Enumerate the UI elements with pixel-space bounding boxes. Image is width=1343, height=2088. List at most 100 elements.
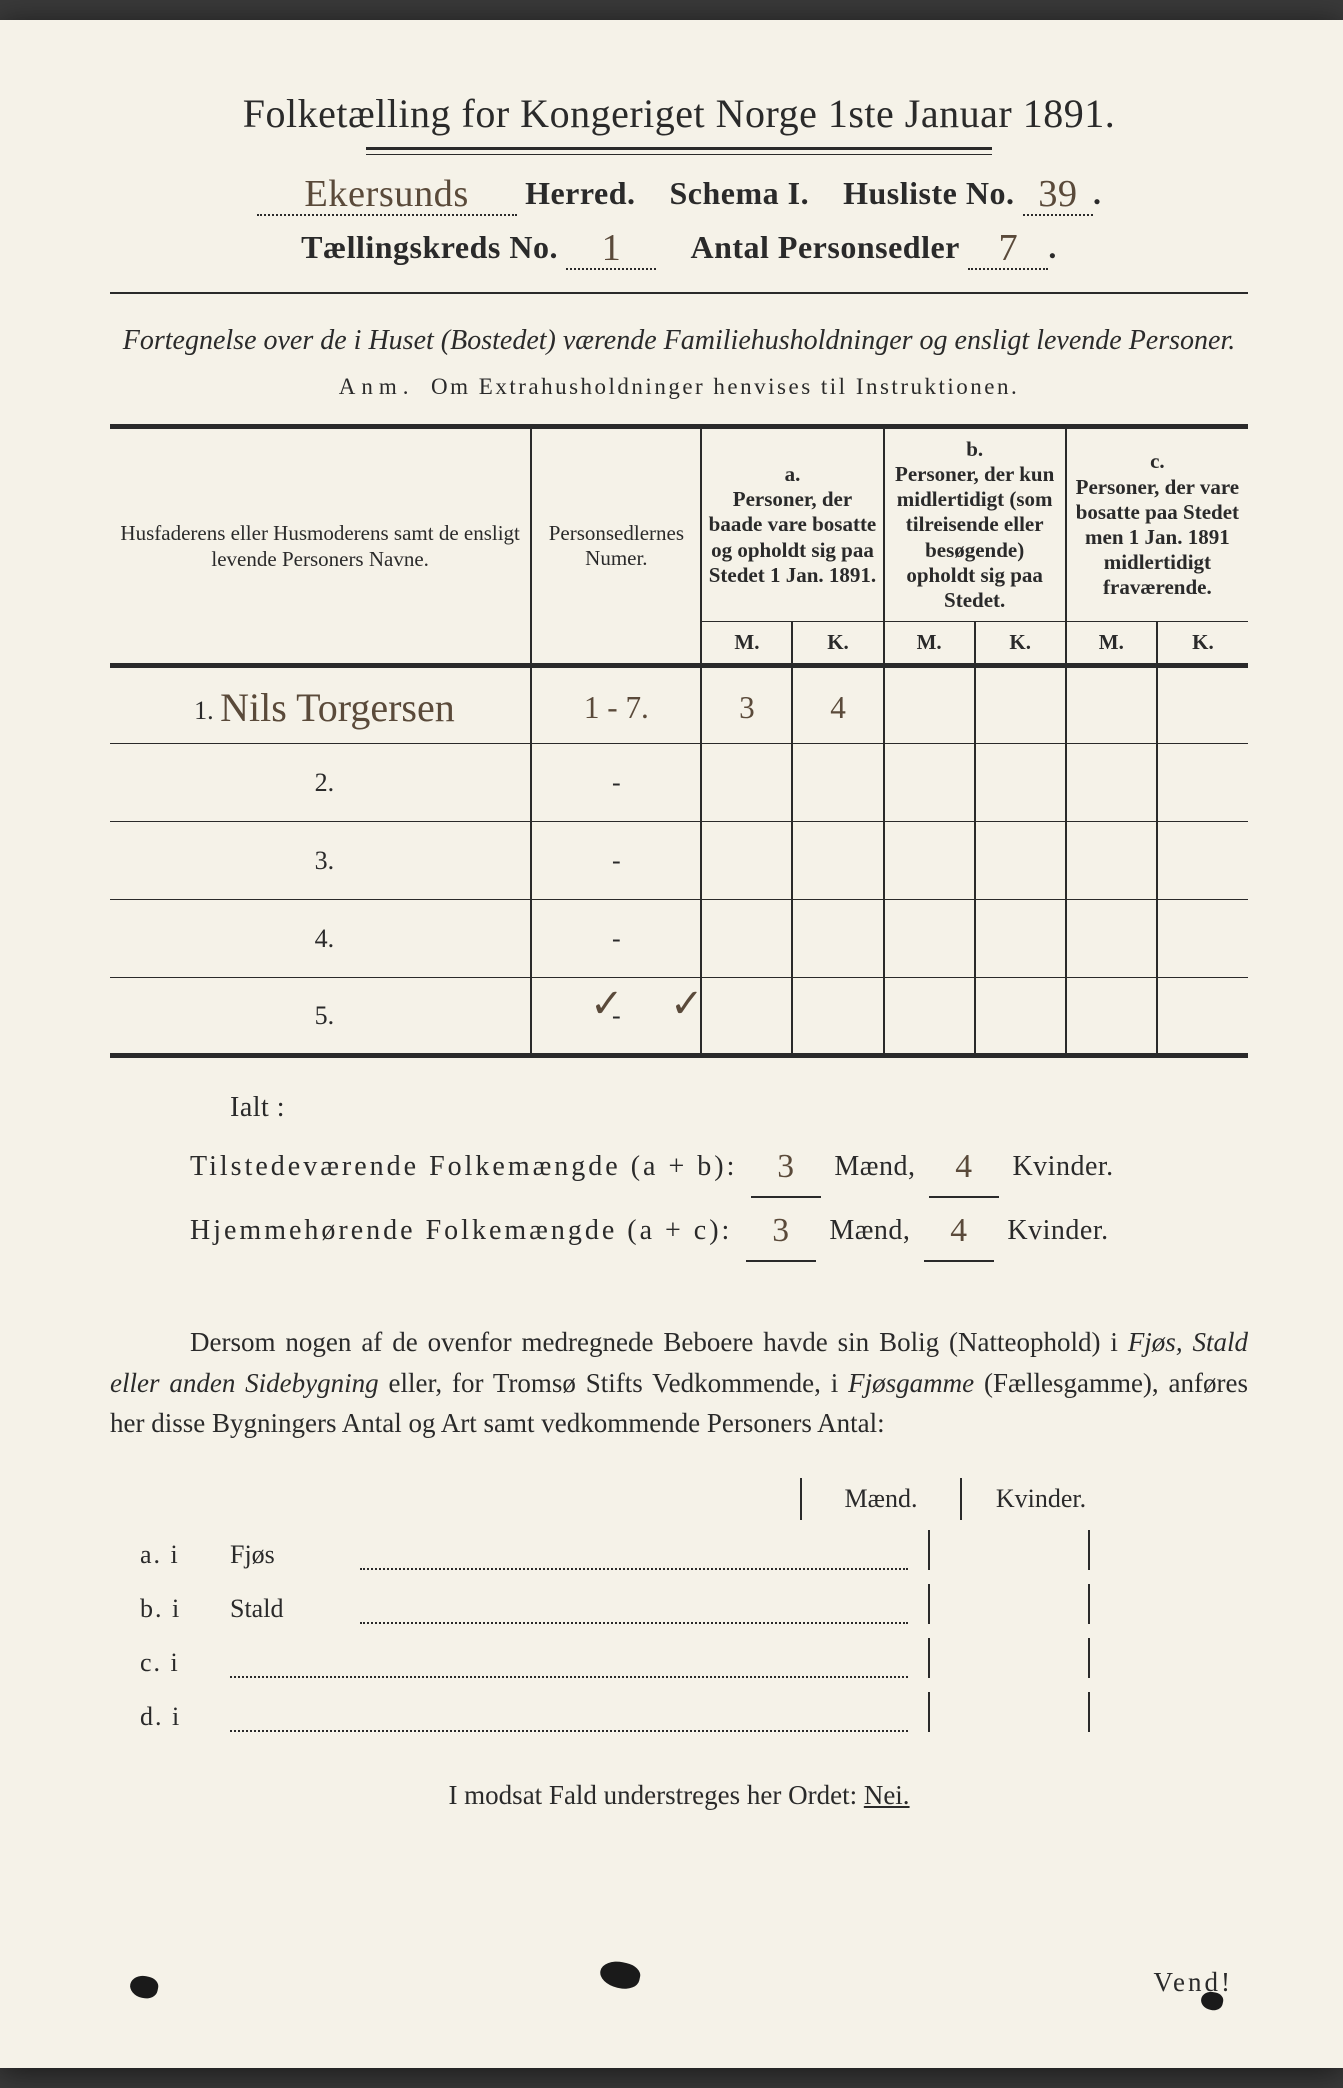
row-num: 1. [186, 696, 214, 726]
mk-box-k [1088, 1638, 1248, 1678]
totals-line-2: Hjemmehørende Folkemængde (a + c): 3 Mæn… [190, 1198, 1248, 1262]
husliste-field: 39 [1023, 170, 1093, 216]
th-c: c. Personer, der vare bosatte paa Stedet… [1066, 426, 1248, 621]
mk-box-k [1088, 1692, 1248, 1732]
table-row: 4. - [110, 900, 1248, 978]
anm-lead: Anm. [339, 374, 415, 399]
cell-cm [1066, 666, 1157, 744]
cell-num: 1 - 7. [531, 666, 701, 744]
th-a-text: Personer, der baade vare bosatte og opho… [708, 487, 876, 588]
cell-am: 3 [701, 666, 792, 744]
census-form-page: Folketælling for Kongeriget Norge 1ste J… [0, 20, 1343, 2068]
kvinder-label: Kvinder. [1012, 1151, 1113, 1182]
nei-word: Nei. [864, 1780, 910, 1810]
herred-label: Herred. [525, 175, 635, 211]
hjemme-label: Hjemmehørende Folkemængde (a + c): [190, 1215, 732, 1246]
th-a-head: a. [708, 462, 876, 487]
sub-row-b: b. i Stald [110, 1584, 1248, 1624]
intro-text: Fortegnelse over de i Huset (Bostedet) v… [110, 322, 1248, 360]
husliste-label: Husliste No. [843, 175, 1014, 211]
cell-bm [884, 666, 975, 744]
cell-name: 1. Nils Torgersen [110, 666, 531, 744]
maend-label: Mænd, [829, 1215, 910, 1246]
kreds-value: 1 [602, 227, 622, 269]
sub-a-lead: a. i [110, 1540, 230, 1570]
sub-building-block: Mænd. Kvinder. a. i Fjøs b. i Stald c. i… [110, 1478, 1248, 1732]
table-row: 2. - [110, 744, 1248, 822]
sub-a-label: Fjøs [230, 1540, 360, 1570]
th-c-text: Personer, der vare bosatte paa Stedet me… [1073, 475, 1242, 601]
divider-1 [110, 292, 1248, 294]
sub-d-lead: d. i [110, 1702, 230, 1732]
tilstede-k-field: 4 [929, 1134, 999, 1198]
name-value: Nils Torgersen [220, 685, 455, 730]
schema-label: Schema I. [669, 175, 809, 211]
hjemme-k-field: 4 [924, 1198, 994, 1262]
husliste-value: 39 [1038, 173, 1077, 215]
antal-value: 7 [999, 227, 1019, 269]
th-b-head: b. [891, 437, 1059, 462]
checkmark-icon: ✓ [670, 980, 704, 1027]
sub-row-a: a. i Fjøs [110, 1530, 1248, 1570]
table-row: 1. Nils Torgersen 1 - 7. 3 4 [110, 666, 1248, 744]
mk-box-m [928, 1530, 1088, 1570]
table-header-row-1: Husfaderens eller Husmoderens samt de en… [110, 426, 1248, 621]
dots-line [230, 1652, 908, 1678]
meta-line-2: Tællingskreds No. 1 Antal Personsedler 7… [110, 224, 1248, 270]
antal-field: 7 [968, 224, 1048, 270]
vend-label: Vend! [1154, 1967, 1233, 1998]
cell-ak: 4 [792, 666, 883, 744]
th-a: a. Personer, der baade vare bosatte og o… [701, 426, 883, 621]
anm-line: Anm. Om Extrahusholdninger henvises til … [110, 374, 1248, 400]
kreds-label: Tællingskreds No. [301, 229, 558, 265]
side-building-paragraph: Dersom nogen af de ovenfor medregnede Be… [110, 1322, 1248, 1444]
th-ck: K. [1157, 622, 1248, 666]
mk-kvinder: Kvinder. [960, 1478, 1120, 1520]
th-b-text: Personer, der kun midlertidigt (som tilr… [891, 462, 1059, 613]
mk-box-k [1088, 1584, 1248, 1624]
hjemme-m-field: 3 [746, 1198, 816, 1262]
mk-box-m [928, 1584, 1088, 1624]
tilstede-label: Tilstedeværende Folkemængde (a + b): [190, 1151, 737, 1182]
th-bk: K. [975, 622, 1066, 666]
title-underline [366, 147, 992, 150]
mk-maend: Mænd. [800, 1478, 960, 1520]
kvinder-label: Kvinder. [1007, 1215, 1108, 1246]
ialt-label: Ialt : [190, 1082, 1248, 1134]
th-num: Personsedlernes Numer. [531, 426, 701, 665]
cell-ck [1157, 666, 1248, 744]
kreds-field: 1 [566, 224, 656, 270]
closing-text: I modsat Fald understreges her Ordet: [448, 1780, 857, 1810]
sub-b-label: Stald [230, 1594, 360, 1624]
th-c-head: c. [1073, 449, 1242, 474]
census-table: Husfaderens eller Husmoderens samt de en… [110, 424, 1248, 1058]
mk-box-m [928, 1692, 1088, 1732]
totals-block: Ialt : Tilstedeværende Folkemængde (a + … [110, 1082, 1248, 1262]
closing-line: I modsat Fald understreges her Ordet: Ne… [110, 1780, 1248, 1811]
th-cm: M. [1066, 622, 1157, 666]
totals-line-1: Tilstedeværende Folkemængde (a + b): 3 M… [190, 1134, 1248, 1198]
cell-bk [975, 666, 1066, 744]
maend-label: Mænd, [834, 1151, 915, 1182]
ink-blot-icon [128, 1973, 160, 2000]
page-title: Folketælling for Kongeriget Norge 1ste J… [110, 90, 1248, 137]
sub-c-lead: c. i [110, 1648, 230, 1678]
th-ak: K. [792, 622, 883, 666]
th-b: b. Personer, der kun midlertidigt (som t… [884, 426, 1066, 621]
anm-text: Om Extrahusholdninger henvises til Instr… [431, 374, 1019, 399]
dots-line [230, 1706, 908, 1732]
dots-line [360, 1544, 908, 1570]
table-row: 3. - [110, 822, 1248, 900]
herred-value: Ekersunds [304, 173, 468, 215]
sub-b-lead: b. i [110, 1594, 230, 1624]
antal-label: Antal Personsedler [690, 229, 959, 265]
dots-line [360, 1598, 908, 1624]
checkmark-icon: ✓ [590, 980, 624, 1027]
mk-header: Mænd. Kvinder. [800, 1478, 1248, 1520]
tilstede-m-field: 3 [751, 1134, 821, 1198]
meta-line-1: Ekersunds Herred. Schema I. Husliste No.… [110, 170, 1248, 216]
herred-field: Ekersunds [257, 170, 517, 216]
th-name: Husfaderens eller Husmoderens samt de en… [110, 426, 531, 665]
ink-blot-icon [598, 1958, 643, 1992]
mk-box-m [928, 1638, 1088, 1678]
